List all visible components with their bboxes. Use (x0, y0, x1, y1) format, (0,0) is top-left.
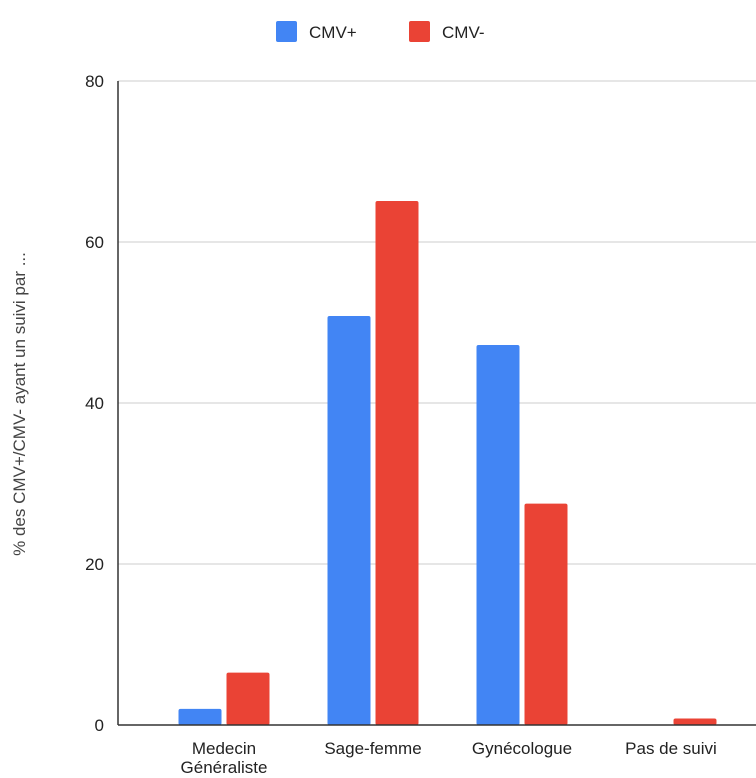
y-tick-label: 80 (85, 72, 104, 91)
legend-label-cmv-minus: CMV- (442, 23, 485, 42)
bar-cmvminus-2 (524, 503, 568, 725)
y-tick-labels: 0 20 40 60 80 (85, 72, 104, 735)
x-category-label: Pas de suivi (625, 739, 717, 758)
gridlines (118, 80, 756, 565)
bar-cmvminus-0 (226, 672, 270, 725)
x-category-label: Gynécologue (472, 739, 572, 758)
bar-cmvminus-3 (673, 718, 717, 725)
bar-cmvplus-1 (327, 316, 371, 725)
y-axis-label: % des CMV+/CMV- ayant un suivi par ... (10, 252, 29, 556)
y-tick-label: 0 (95, 716, 104, 735)
x-category-label: Sage-femme (324, 739, 421, 758)
bar-cmvminus-1 (375, 200, 419, 725)
y-tick-label: 60 (85, 233, 104, 252)
legend: CMV+ CMV- (276, 21, 485, 42)
axes (117, 81, 756, 726)
legend-label-cmv-plus: CMV+ (309, 23, 357, 42)
bar-cmvplus-2 (476, 345, 520, 725)
legend-swatch-cmv-minus (409, 21, 430, 42)
y-tick-label: 40 (85, 394, 104, 413)
x-category-label: Généraliste (181, 758, 268, 777)
x-category-label: Medecin (192, 739, 256, 758)
bars (178, 200, 717, 725)
bar-cmvplus-0 (178, 708, 222, 725)
legend-swatch-cmv-plus (276, 21, 297, 42)
y-tick-label: 20 (85, 555, 104, 574)
